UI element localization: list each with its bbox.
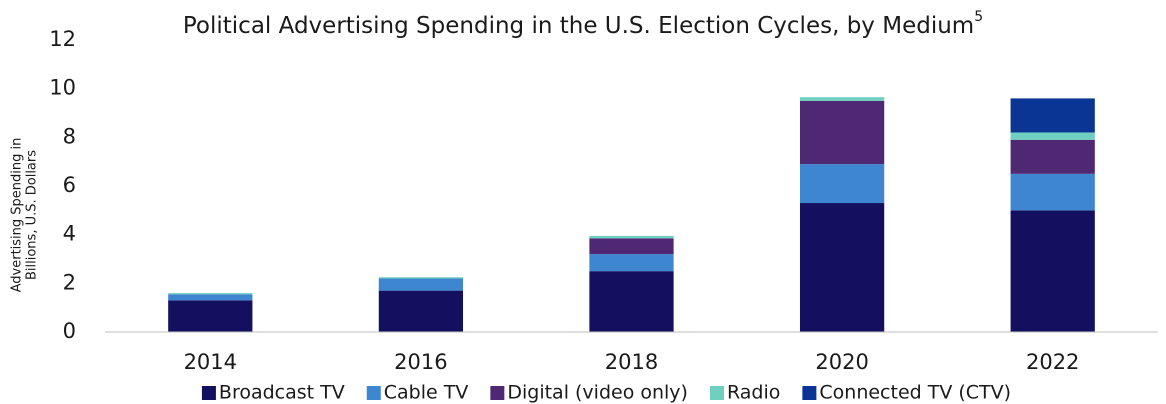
bar-segment	[1010, 139, 1095, 174]
legend: Broadcast TV Cable TV Digital (video only)…	[201, 382, 1011, 404]
y-tick-label: 10	[49, 76, 76, 100]
y-axis-label: Advertising Spending in Billions, U.S. D…	[10, 138, 40, 293]
x-tick-label: 2020	[815, 350, 868, 374]
bar-segment	[378, 277, 464, 279]
y-tick-label: 6	[63, 173, 76, 197]
x-tick-label: 2022	[1026, 350, 1079, 374]
bar-segment	[589, 235, 674, 239]
title-text: Political Advertising Spending in the U.…	[183, 13, 974, 39]
bar-segment	[799, 164, 885, 204]
legend-label: Connected TV (CTV)	[819, 382, 1011, 404]
y-tick-label: 4	[63, 222, 76, 246]
bar-segment	[799, 100, 885, 165]
x-tick-label: 2018	[605, 350, 658, 374]
bar-segment	[799, 203, 885, 332]
bar-segment	[378, 290, 464, 332]
bar-segment	[799, 97, 885, 101]
title-note: 5	[974, 9, 983, 25]
bar-segment	[378, 278, 464, 291]
y-tick-label: 8	[63, 124, 76, 148]
y-tick-label: 2	[63, 270, 76, 294]
legend-label: Cable TV	[384, 382, 469, 404]
bar-segment	[168, 293, 253, 295]
bar-segment	[1010, 210, 1095, 332]
bar-segment	[1010, 173, 1095, 211]
bar-segment	[168, 300, 253, 332]
bar-segment	[168, 294, 253, 301]
legend-swatch	[802, 386, 817, 400]
bar-segment	[1010, 132, 1095, 140]
x-tick-label: 2014	[184, 350, 237, 374]
y-label-line: Advertising Spending in	[10, 138, 25, 293]
legend-swatch	[709, 386, 724, 400]
legend-swatch	[201, 386, 216, 400]
chart-title: Political Advertising Spending in the U.…	[183, 9, 983, 39]
y-label-line: Billions, U.S. Dollars	[25, 150, 40, 280]
legend-label: Digital (video only)	[507, 382, 688, 404]
legend-swatch	[366, 386, 381, 400]
bar-segment	[589, 238, 674, 255]
legend-label: Broadcast TV	[219, 382, 345, 404]
bar-segment	[589, 254, 674, 272]
legend-label: Radio	[727, 382, 780, 404]
bar-segment	[589, 271, 674, 332]
bar-segment	[1010, 98, 1095, 133]
y-tick-label: 0	[63, 319, 76, 343]
x-tick-label: 2016	[394, 350, 447, 374]
legend-swatch	[490, 386, 505, 400]
y-tick-label: 12	[49, 27, 76, 51]
